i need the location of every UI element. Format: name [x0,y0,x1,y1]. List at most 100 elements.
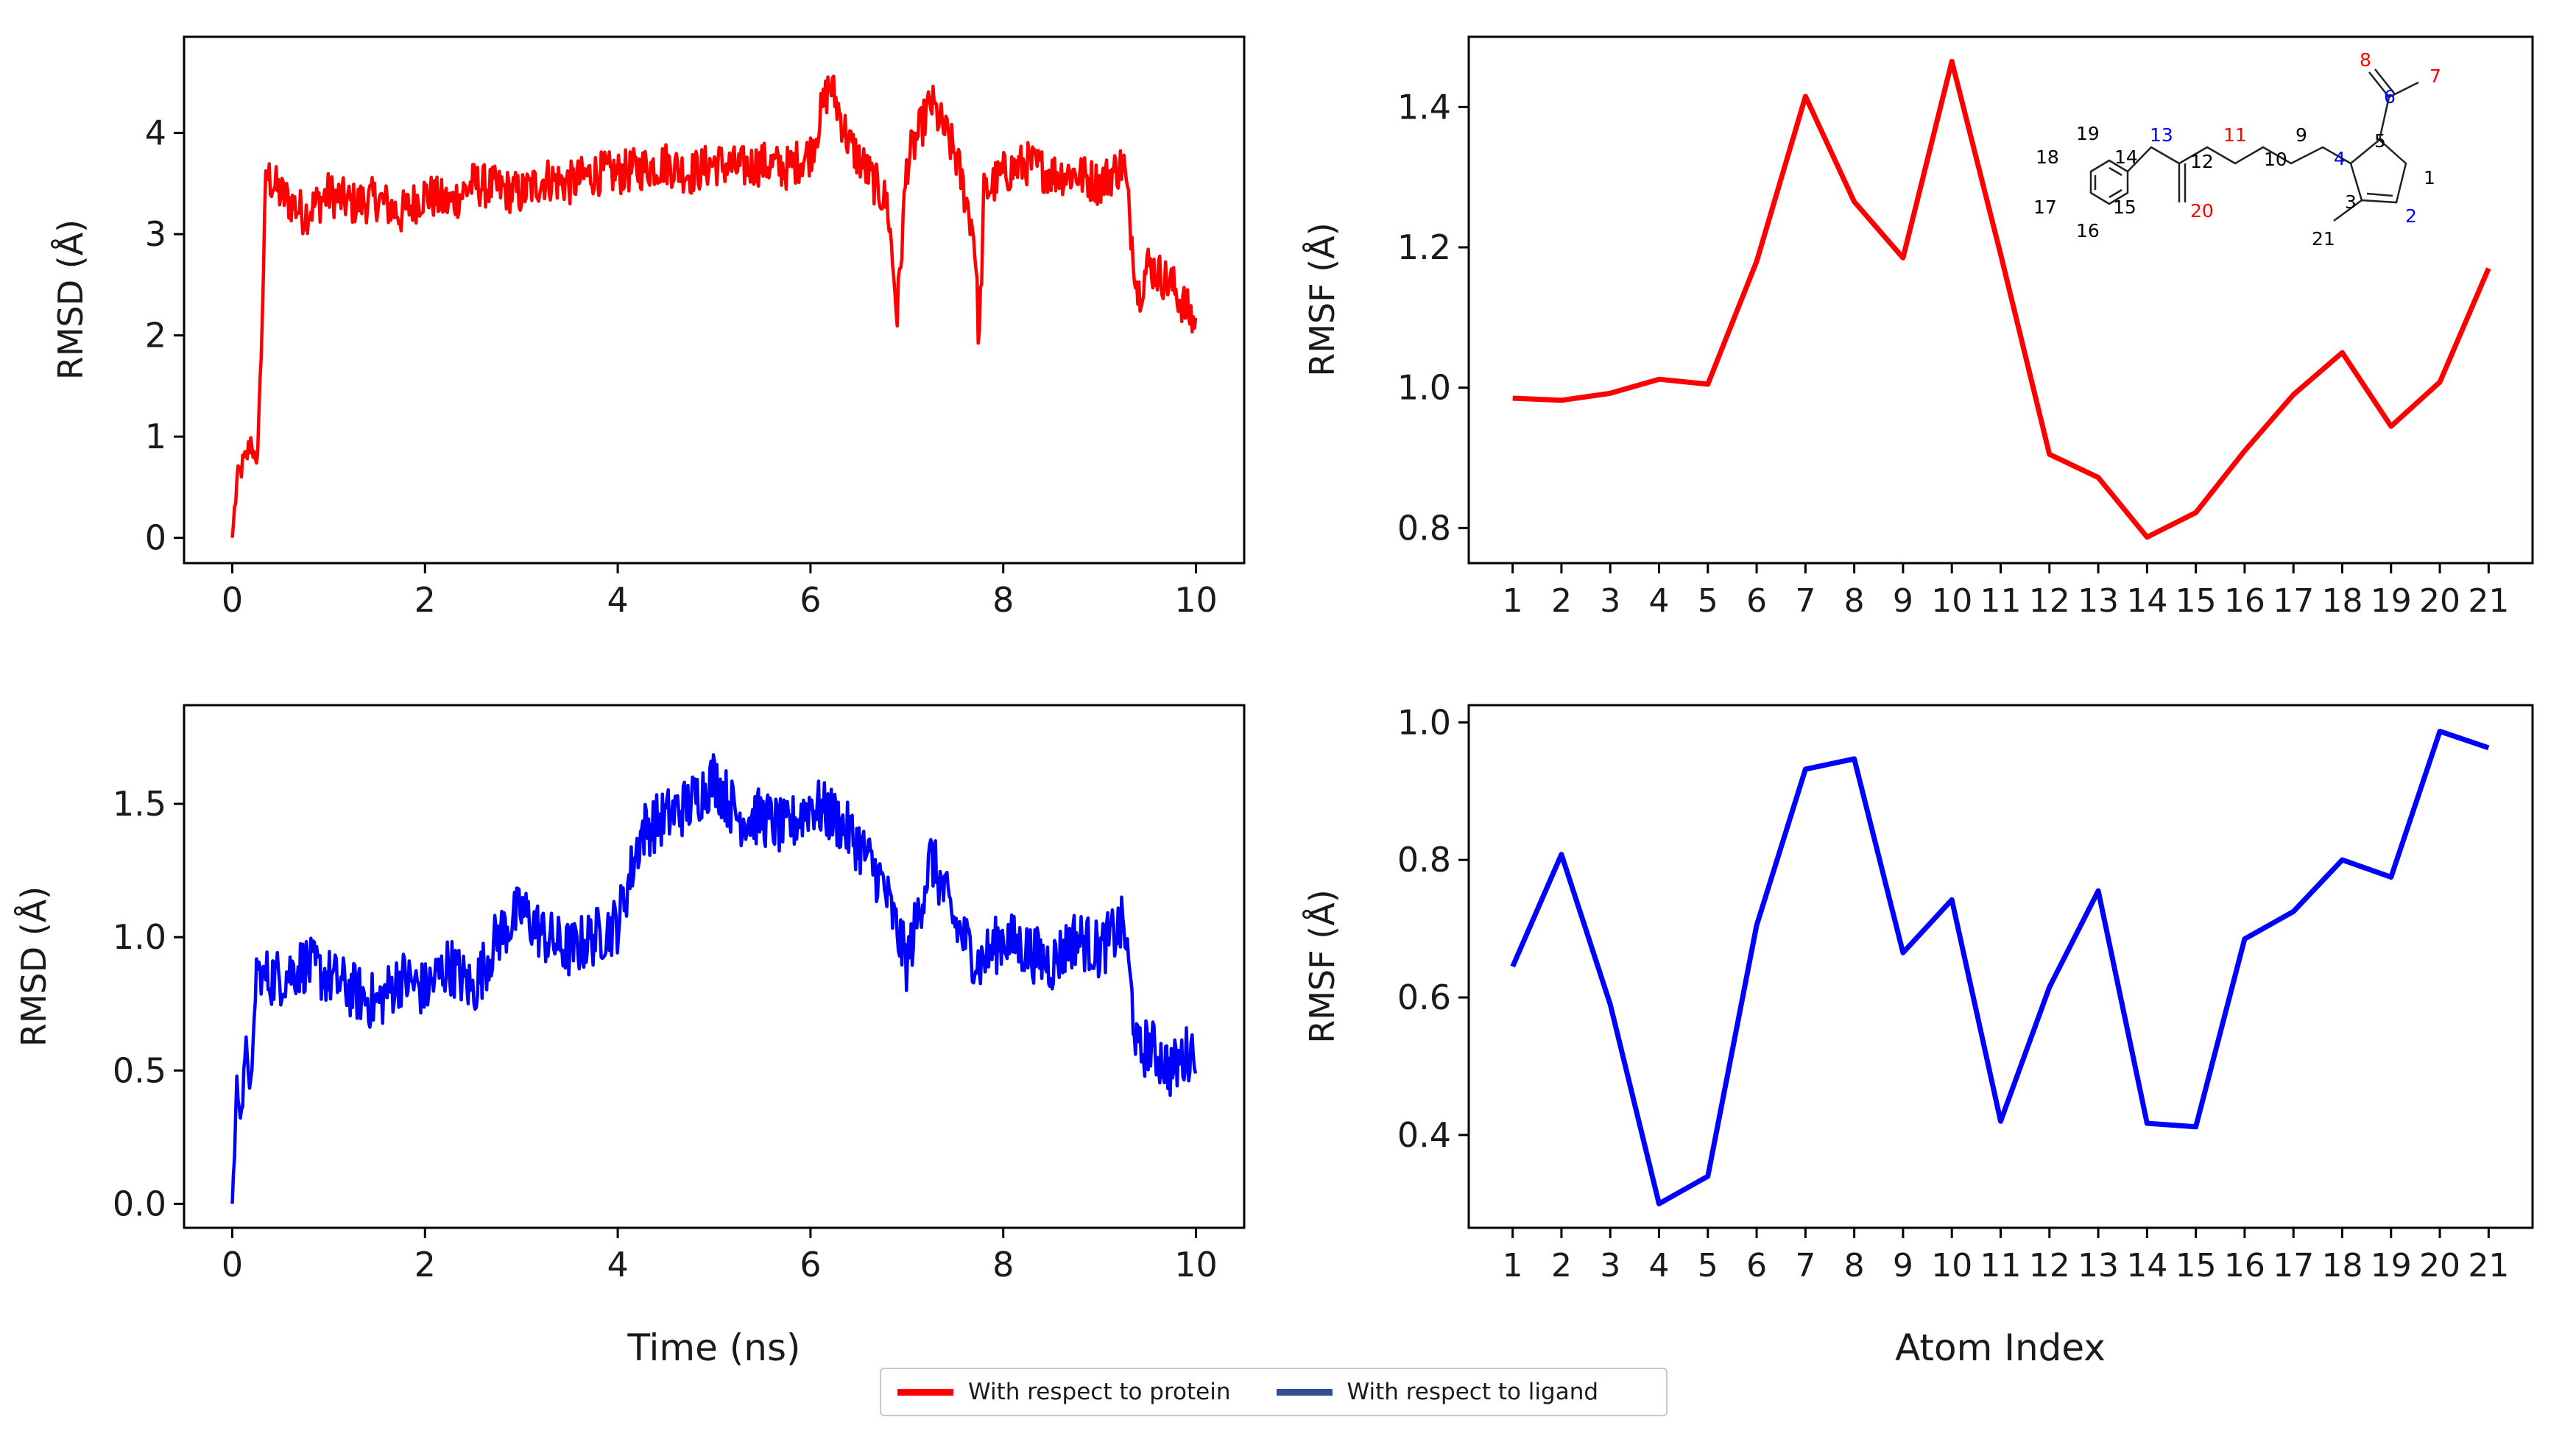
atom-label: 13 [2150,124,2173,146]
x-tick-label: 9 [1893,1247,1913,1284]
x-tick-label: 11 [1980,1247,2022,1284]
rmsd-protein-line [230,74,1198,538]
x-tick-label: 16 [2224,582,2265,620]
rmsf-protein-ylabel: RMSF (Å) [1302,222,1342,376]
atom-label: 18 [2036,146,2059,168]
y-tick-label: 4 [145,113,166,153]
atom-label: 1 [2424,167,2435,188]
atom-label: 5 [2374,130,2386,152]
x-tick-label: 20 [2419,582,2460,620]
atom-label: 7 [2429,66,2441,87]
atom-label: 19 [2076,123,2100,144]
x-tick-label: 5 [1698,582,1718,620]
x-tick-label: 14 [2126,582,2167,620]
rmsf-protein-line [1512,58,2491,540]
x-tick-label: 2 [1551,1247,1572,1284]
legend-swatch-ligand [1276,1388,1333,1396]
x-tick-label: 18 [2321,582,2362,620]
legend-swatch-protein [897,1388,953,1396]
y-tick-label: 1 [145,417,166,456]
x-tick-label: 2 [414,580,436,620]
y-tick-label: 1.0 [1397,368,1451,408]
rmsf-ligand-xlabel: Atom Index [1895,1326,2106,1369]
x-tick-label: 12 [2029,582,2070,620]
x-tick-label: 2 [414,1245,436,1284]
x-tick-label: 3 [1600,582,1620,620]
x-tick-label: 6 [800,1245,821,1284]
x-tick-label: 6 [1746,1247,1767,1284]
atom-label: 6 [2384,86,2396,107]
atom-label: 21 [2312,228,2335,250]
x-tick-label: 0 [222,580,243,620]
atom-label: 4 [2334,148,2346,169]
rmsf-ligand-panel: 1 2 3 4 5 6 7 8 9 10 11 12 13 14 15 16 17 18 19 20 210.40.60… [1302,702,2534,1369]
atom-label: 16 [2076,220,2100,241]
x-tick-label: 17 [2273,1247,2314,1284]
x-tick-label: 6 [800,580,821,620]
rmsf-ligand-ylabel: RMSF (Å) [1302,889,1342,1043]
x-tick-label: 7 [1795,1247,1815,1284]
atom-label: 12 [2190,151,2214,172]
x-tick-label: 1 [1503,1247,1523,1284]
atom-label: 14 [2114,146,2138,168]
y-tick-label: 0.8 [1397,508,1451,548]
x-tick-label: 18 [2321,1247,2362,1284]
y-tick-label: 1.5 [113,784,166,824]
rmsd-ligand-panel: 0 2 4 6 8 10 0.0 0.5 1.0 1.5 RMSD (Å) Time (ns) [14,704,1246,1369]
y-tick-label: 0.8 [1397,840,1451,880]
rmsf-protein-panel: 1 2 3 4 5 6 7 8 9 10 11 12 13 14 15 16 17 18 19 20 210.81.01… [1302,35,2534,620]
y-tick-label: 1.4 [1397,87,1451,127]
x-tick-label: 14 [2126,1247,2167,1284]
x-tick-label: 21 [2468,582,2509,620]
legend: With respect to protein With respect to … [880,1368,1668,1416]
x-tick-label: 15 [2175,582,2217,620]
x-tick-label: 21 [2468,1247,2509,1284]
x-tick-label: 13 [2078,1247,2119,1284]
legend-label-ligand: With respect to ligand [1347,1379,1599,1405]
x-tick-label: 12 [2029,1247,2070,1284]
rmsd-ligand-xlabel: Time (ns) [627,1326,800,1369]
rmsd-ligand-ylabel: RMSD (Å) [14,886,54,1047]
rmsd-protein-ylabel: RMSD (Å) [51,219,91,380]
x-tick-label: 0 [222,1245,243,1284]
x-tick-label: 4 [607,580,628,620]
y-tick-label: 1.0 [1397,702,1451,742]
atom-label: 11 [2223,124,2247,146]
legend-label-protein: With respect to protein [968,1379,1231,1405]
rmsf-ligand-line [1510,729,2490,1206]
x-tick-label: 8 [1844,582,1865,620]
x-tick-label: 8 [992,580,1014,620]
y-tick-label: 1.2 [1397,227,1451,267]
x-tick-label: 3 [1600,1247,1620,1284]
x-tick-label: 4 [1649,1247,1670,1284]
x-tick-label: 10 [1931,1247,1972,1284]
atom-label: 3 [2345,191,2357,213]
x-tick-label: 10 [1174,580,1218,620]
atom-label: 15 [2113,197,2136,218]
x-tick-label: 10 [1174,1245,1218,1284]
x-tick-label: 17 [2273,582,2314,620]
y-tick-label: 2 [145,316,166,356]
legend-item-ligand: With respect to ligand [1276,1379,1599,1405]
y-tick-label: 0 [145,518,166,558]
x-tick-label: 13 [2078,582,2119,620]
atom-label: 17 [2033,197,2057,218]
y-tick-label: 0.6 [1397,978,1451,1017]
x-tick-label: 10 [1931,582,1972,620]
atom-label: 9 [2295,124,2307,146]
x-tick-label: 19 [2371,582,2412,620]
x-tick-label: 15 [2175,1247,2217,1284]
y-tick-label: 0.0 [113,1184,166,1223]
y-tick-label: 1.0 [113,917,166,957]
x-tick-label: 5 [1698,1247,1718,1284]
x-tick-label: 4 [607,1245,628,1284]
x-tick-label: 20 [2419,1247,2460,1284]
x-tick-label: 2 [1551,582,1572,620]
x-tick-label: 7 [1795,582,1815,620]
x-tick-label: 19 [2371,1247,2412,1284]
rmsd-ligand-line [230,753,1198,1204]
y-tick-label: 0.5 [113,1050,166,1090]
atom-label: 10 [2264,149,2287,170]
